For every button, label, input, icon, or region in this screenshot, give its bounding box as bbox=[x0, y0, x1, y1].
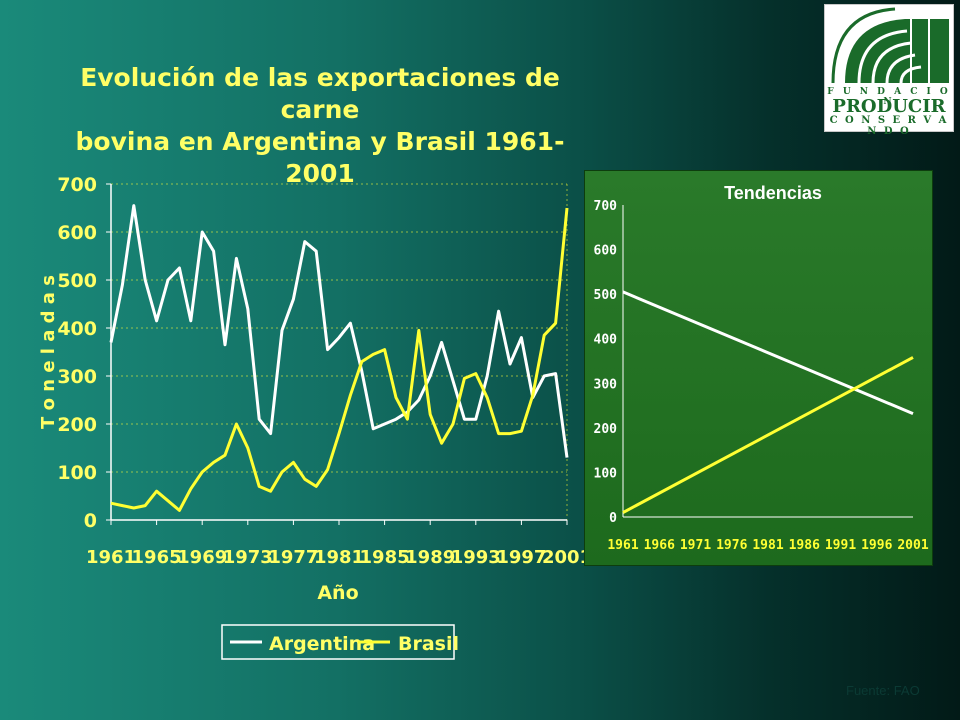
x-tick-label-1961: 1961 bbox=[86, 547, 136, 568]
main-chart-tick-labels: 0100200300400500600700196119651969197319… bbox=[57, 174, 592, 568]
x-tick-label-1977: 1977 bbox=[268, 547, 318, 568]
x-tick-label-1989: 1989 bbox=[405, 547, 455, 568]
x-tick-label-1985: 1985 bbox=[360, 547, 410, 568]
trends-x-tick-label-1996: 1996 bbox=[861, 538, 892, 553]
trends-inset-chart: Tendencias 0 100 200 300 400 500 600 700 1961 196… bbox=[584, 170, 933, 566]
trends-y-tick-label-300: 300 bbox=[594, 377, 618, 392]
main-chart-axes bbox=[106, 183, 568, 525]
x-tick-label-1981: 1981 bbox=[314, 547, 364, 568]
trends-axes bbox=[622, 205, 913, 518]
legend: Argentina Brasil bbox=[221, 624, 459, 660]
y-tick-label-100: 100 bbox=[57, 462, 97, 484]
trends-tick-labels: 0 100 200 300 400 500 600 700 1961 1966 1971 1976 19… bbox=[594, 199, 929, 553]
logo-text-conservando: C O N S E R V A N D O bbox=[829, 115, 949, 137]
main-chart-grid bbox=[111, 183, 568, 520]
trends-x-tick-label-1981: 1981 bbox=[752, 538, 783, 553]
trends-title: Tendencias bbox=[724, 183, 822, 203]
y-tick-label-500: 500 bbox=[57, 270, 97, 292]
legend-label-argentina: Argentina bbox=[269, 633, 375, 655]
y-tick-label-600: 600 bbox=[57, 222, 97, 244]
trends-y-tick-label-0: 0 bbox=[609, 511, 617, 526]
trends-x-tick-label-1986: 1986 bbox=[789, 538, 820, 553]
y-tick-label-400: 400 bbox=[57, 318, 97, 340]
y-tick-label-700: 700 bbox=[57, 174, 97, 196]
x-tick-label-1973: 1973 bbox=[223, 547, 273, 568]
trends-y-tick-label-500: 500 bbox=[594, 288, 618, 303]
trends-x-tick-label-2001: 2001 bbox=[897, 538, 928, 553]
x-axis-label: Año bbox=[317, 582, 358, 604]
y-axis-label: T o n e l a d a s bbox=[38, 275, 59, 429]
x-tick-label-1993: 1993 bbox=[451, 547, 501, 568]
fundacion-producir-conservando-logo: F U N D A C I O N PRODUCIR C O N S E R V… bbox=[824, 4, 954, 137]
logo-text-fundacion: F U N D A C I O N bbox=[827, 87, 951, 107]
main-chart-series bbox=[109, 204, 569, 512]
logo-arcs-graphic bbox=[831, 7, 949, 84]
legend-label-brasil: Brasil bbox=[398, 633, 459, 655]
trends-y-tick-label-100: 100 bbox=[594, 466, 618, 481]
y-tick-label-300: 300 bbox=[57, 366, 97, 388]
trend-line-argentina bbox=[622, 290, 914, 415]
x-tick-label-1965: 1965 bbox=[132, 547, 182, 568]
logo-text-producir: PRODUCIR bbox=[832, 96, 946, 117]
chart-title-line2: bovina en Argentina y Brasil 1961-2001 bbox=[75, 127, 565, 188]
series-line-brasil bbox=[110, 207, 569, 512]
legend-box bbox=[221, 624, 455, 660]
trend-line-brasil bbox=[622, 356, 914, 514]
trends-y-tick-label-400: 400 bbox=[594, 333, 618, 348]
chart-title: Evolución de las exportaciones de carne … bbox=[60, 62, 580, 190]
trends-x-tick-label-1961: 1961 bbox=[607, 538, 638, 553]
trends-x-tick-label-1971: 1971 bbox=[680, 538, 711, 553]
x-tick-label-1969: 1969 bbox=[177, 547, 227, 568]
trends-y-tick-label-600: 600 bbox=[594, 244, 618, 259]
trends-x-tick-label-1966: 1966 bbox=[644, 538, 675, 553]
trends-y-tick-label-700: 700 bbox=[594, 199, 618, 214]
x-tick-label-2001: 2001 bbox=[542, 547, 592, 568]
x-tick-label-1997: 1997 bbox=[496, 547, 546, 568]
trends-x-tick-label-1976: 1976 bbox=[716, 538, 747, 553]
trends-x-tick-label-1991: 1991 bbox=[825, 538, 856, 553]
trends-y-tick-label-200: 200 bbox=[594, 422, 618, 437]
trends-chart-svg: Tendencias 0 100 200 300 400 500 600 700 1961 196… bbox=[594, 183, 929, 553]
y-tick-label-0: 0 bbox=[84, 510, 97, 532]
source-note: Fuente: FAO bbox=[846, 683, 920, 698]
series-line-argentina bbox=[109, 204, 569, 458]
chart-title-line1: Evolución de las exportaciones de carne bbox=[80, 63, 560, 124]
y-tick-label-200: 200 bbox=[57, 414, 97, 436]
trends-lines bbox=[622, 290, 914, 514]
